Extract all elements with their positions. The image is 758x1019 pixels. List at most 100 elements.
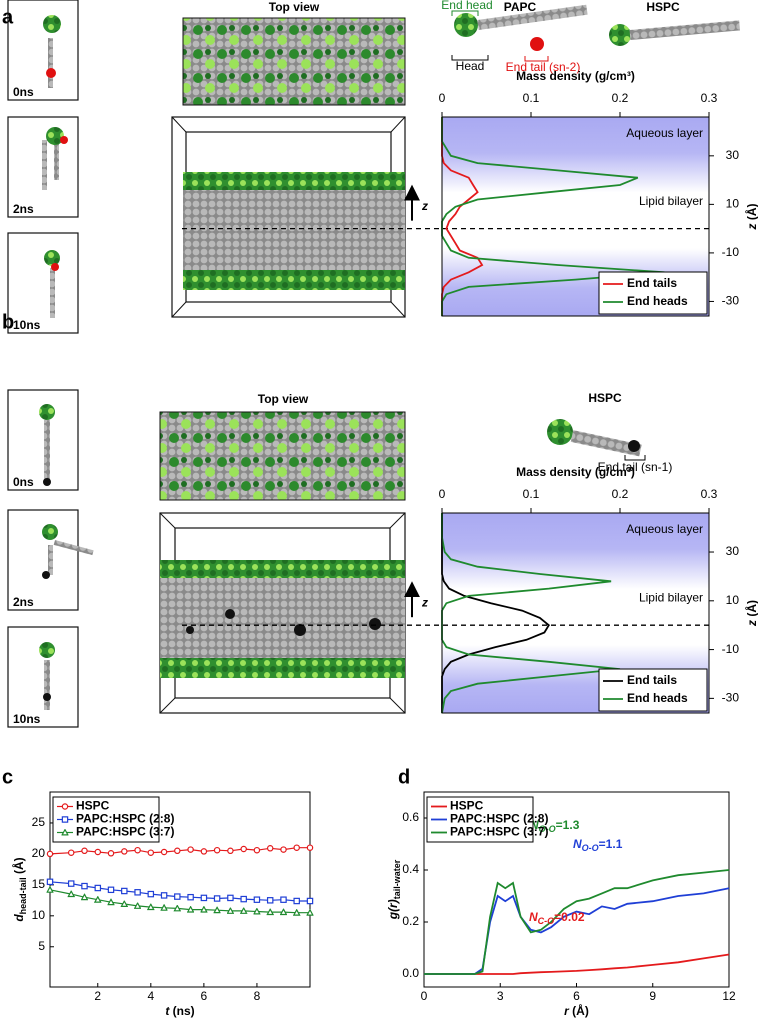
label-subscript: tail-water — [392, 859, 402, 899]
legend-label: HSPC — [450, 799, 484, 813]
molecule-name: HSPC — [646, 0, 680, 14]
legend-label: PAPC:HSPC (3:7) — [450, 825, 548, 839]
x-tick-label: 2 — [94, 989, 101, 1003]
y-tick-label: 0.0 — [402, 966, 419, 980]
annotation: NO-O=1.1 — [573, 837, 623, 853]
label-unit: (Å) — [744, 204, 758, 224]
legend-label: End tails — [627, 276, 677, 290]
snapshots-b — [7, 389, 94, 728]
data-line — [424, 869, 730, 975]
x-tick-label: 0.1 — [523, 91, 540, 105]
annotation-symbol: N — [529, 910, 538, 924]
axis-label: dhead-tail (Å) — [11, 857, 28, 921]
annotation: Head — [456, 59, 485, 73]
annotation: Lipid bilayer — [639, 591, 703, 605]
y-tick-label: 10 — [726, 593, 740, 607]
label-unit: (Å) — [11, 857, 26, 877]
x-tick-label: 0 — [439, 487, 446, 501]
y-tick-label: 0.2 — [402, 914, 419, 928]
annotation: End tail (sn-2) — [506, 60, 581, 74]
annotation: Aqueous layer — [626, 522, 703, 536]
annotation-value: =1.1 — [599, 837, 623, 851]
label-symbol: z — [745, 620, 758, 627]
panel-label: c — [2, 766, 13, 788]
x-tick-label: 12 — [722, 989, 736, 1003]
y-tick-label: -10 — [722, 642, 740, 656]
axis-label: g(r)tail-water — [386, 859, 402, 920]
axis-label: z (Å) — [744, 600, 758, 627]
axis-label: t (ns) — [165, 1004, 194, 1018]
annotation-subscript: O-O — [539, 824, 556, 834]
y-tick-label: 15 — [32, 877, 46, 891]
y-tick-label: 30 — [726, 544, 740, 558]
annotation: End tail (sn-1) — [598, 460, 673, 474]
snapshot-label: 0ns — [13, 475, 34, 489]
label-symbol: g(r) — [386, 899, 400, 920]
plot-frame — [441, 512, 710, 714]
y-tick-label: 0.4 — [402, 862, 419, 876]
molecule-name: PAPC — [504, 0, 537, 14]
annotation-subscript: O-O — [582, 843, 599, 853]
top-view-label: Top view — [258, 392, 309, 406]
x-tick-label: 0.1 — [523, 487, 540, 501]
y-tick-label: 30 — [726, 148, 740, 162]
legend — [598, 271, 708, 315]
x-tick-label: 0.2 — [612, 91, 629, 105]
annotation-subscript: C-O — [538, 916, 555, 926]
plot-frame — [441, 116, 710, 317]
annotation-value: =0.02 — [554, 910, 585, 924]
annotation: Lipid bilayer — [639, 194, 703, 208]
molecule-name: HSPC — [588, 391, 622, 405]
x-axis-label: Mass density (g/cm³) — [516, 69, 635, 83]
legend-label: PAPC:HSPC (2:8) — [76, 812, 174, 826]
x-tick-label: 4 — [147, 989, 154, 1003]
panel-label: d — [398, 766, 410, 788]
x-tick-label: 8 — [254, 989, 261, 1003]
data-line — [46, 844, 314, 858]
label-symbol: d — [12, 914, 26, 922]
x-tick-label: 3 — [497, 989, 504, 1003]
side-view-b — [159, 512, 406, 714]
legend-label: PAPC:HSPC (2:8) — [450, 812, 548, 826]
molecule-papc — [451, 4, 741, 62]
axis-label: r (Å) — [564, 1003, 589, 1018]
snapshots-a — [7, 0, 79, 334]
annotation: End head — [441, 0, 492, 12]
y-tick-label: 5 — [38, 939, 45, 953]
legend-label: PAPC:HSPC (3:7) — [76, 825, 174, 839]
x-tick-label: 0.2 — [612, 487, 629, 501]
x-tick-label: 9 — [649, 989, 656, 1003]
y-tick-label: 0.6 — [402, 810, 419, 824]
x-tick-label: 0.3 — [701, 91, 718, 105]
legend-label: End tails — [627, 673, 677, 687]
x-tick-label: 0 — [421, 989, 428, 1003]
y-tick-label: 20 — [32, 846, 46, 860]
legend — [598, 668, 708, 712]
y-tick-label: -30 — [722, 691, 740, 705]
label-unit: (Å) — [569, 1003, 589, 1018]
annotation: NO-O=1.3 — [530, 818, 580, 834]
axis-label: z (Å) — [744, 204, 758, 231]
z-arrow-label: z — [421, 199, 428, 213]
x-tick-label: 0 — [439, 91, 446, 105]
top-view — [159, 411, 406, 501]
molecule-hspc — [547, 419, 646, 461]
y-tick-label: 25 — [32, 815, 46, 829]
annotation-value: =1.3 — [556, 818, 580, 832]
side-view-a — [171, 116, 406, 318]
y-tick-label: -30 — [722, 294, 740, 308]
annotation: NC-O=0.02 — [529, 910, 585, 926]
label-unit: (ns) — [169, 1004, 194, 1018]
label-subscript: head-tail — [18, 877, 28, 914]
z-arrow-label: z — [421, 595, 428, 609]
x-tick-label: 0.3 — [701, 487, 718, 501]
y-tick-label: 10 — [32, 908, 46, 922]
data-line — [50, 890, 310, 913]
top-view-label: Top view — [269, 0, 320, 14]
snapshot-label: 0ns — [13, 85, 34, 99]
annotation: Aqueous layer — [626, 126, 703, 140]
x-tick-label: 6 — [573, 989, 580, 1003]
y-tick-label: 10 — [726, 197, 740, 211]
label-symbol: r — [564, 1004, 570, 1018]
